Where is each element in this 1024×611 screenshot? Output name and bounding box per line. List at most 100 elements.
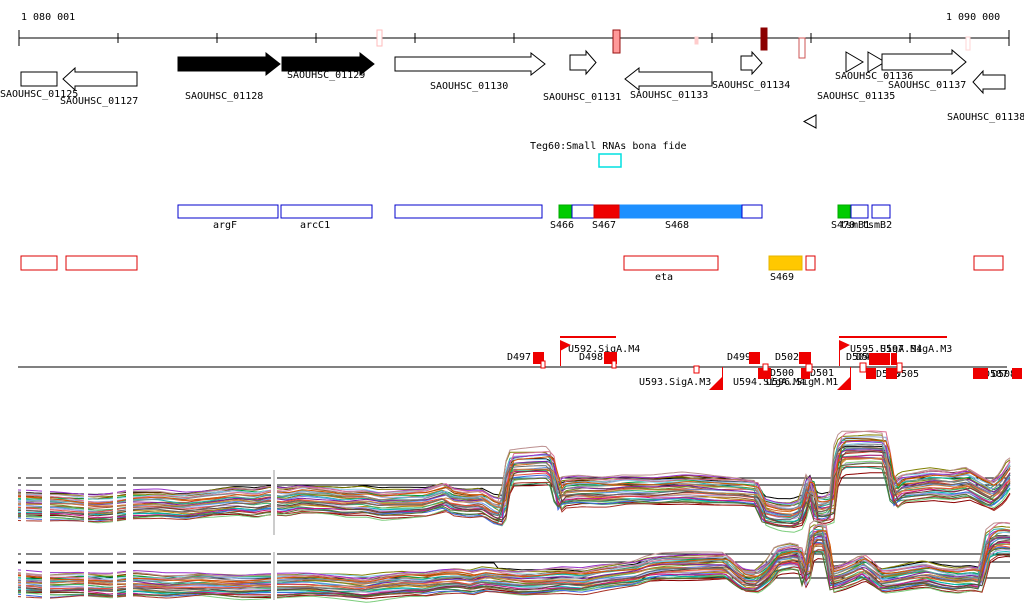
flag-up-icon[interactable] [839, 340, 850, 351]
coverage-trace [18, 457, 1011, 515]
feature-box[interactable] [866, 368, 876, 379]
rna-annotation-label: S467 [592, 220, 616, 231]
gene-arrow[interactable] [569, 49, 597, 76]
feature-box[interactable] [758, 368, 771, 379]
feature-box[interactable] [859, 362, 867, 373]
rna-annotation-label: S468 [665, 220, 689, 231]
feature-label: U594.SigA.M4 [733, 377, 805, 388]
rna-annotation-box[interactable] [280, 204, 373, 219]
gene-arrow[interactable] [740, 50, 763, 76]
feature-box[interactable] [805, 363, 813, 373]
rna-annotation-box[interactable] [394, 204, 543, 219]
gene-arrow[interactable] [867, 51, 886, 73]
red-annotation-label: S469 [770, 272, 794, 283]
feature-label: D505 [895, 369, 919, 380]
feature-box[interactable] [891, 353, 897, 365]
feature-label: D500 [770, 368, 794, 379]
flag-down-icon[interactable] [709, 377, 722, 390]
feature-label: D506 [856, 352, 880, 363]
coverage-trace [17, 441, 1011, 504]
feature-box[interactable] [611, 360, 617, 369]
red-annotation-box[interactable] [768, 255, 803, 271]
gene-label: SAOUHSC_01137 [888, 80, 966, 91]
feature-box[interactable] [533, 352, 544, 364]
feature-box[interactable] [973, 368, 988, 379]
red-annotation-box[interactable] [20, 255, 58, 271]
flag-down-icon[interactable] [837, 377, 850, 390]
coverage-trace [18, 436, 1011, 510]
rna-annotation-box[interactable] [593, 204, 621, 219]
feature-label: D508 [992, 369, 1016, 380]
gene-arrow[interactable] [281, 51, 375, 77]
rna-annotation-box[interactable] [571, 204, 595, 219]
red-annotation-box[interactable] [623, 255, 719, 271]
gene-label: SAOUHSC_01128 [185, 91, 263, 102]
feature-overbar [839, 336, 947, 338]
rna-annotation-box[interactable] [850, 204, 869, 219]
gene-arrow[interactable] [394, 51, 546, 77]
rna-annotation-box[interactable] [619, 204, 743, 219]
gene-label: SAOUHSC_01133 [630, 90, 708, 101]
gene-arrow[interactable] [802, 114, 817, 129]
gene-arrow[interactable] [177, 51, 281, 77]
feature-box[interactable] [749, 352, 760, 364]
gene-arrow[interactable] [845, 51, 864, 73]
feature-box[interactable] [869, 353, 890, 365]
ruler-end-label: 1 090 000 [946, 12, 1001, 23]
feature-box[interactable] [762, 363, 769, 372]
feature-box[interactable] [886, 368, 897, 379]
gene-arrow[interactable] [972, 69, 1006, 95]
trace-gap [113, 550, 117, 605]
coverage-trace [17, 450, 1011, 525]
rna-annotation-box[interactable] [177, 204, 279, 219]
ruler-variant-mark [376, 29, 383, 47]
red-annotation-box[interactable] [65, 255, 138, 271]
red-annotation-box[interactable] [973, 255, 1004, 271]
rna-annotation-label: tsmB2 [862, 220, 892, 231]
feature-label: D497 [507, 352, 531, 363]
feature-label: D504 [846, 352, 870, 363]
gene-label: SAOUHSC_01138 [947, 112, 1024, 123]
feature-box[interactable] [1012, 368, 1022, 379]
coverage-trace [17, 524, 1011, 579]
ruler-variant-mark [760, 27, 768, 51]
rna-annotation-box[interactable] [837, 204, 851, 219]
coverage-trace [17, 447, 1011, 521]
coverage-trace [17, 547, 1011, 598]
feature-box[interactable] [801, 368, 810, 379]
feature-box[interactable] [693, 365, 700, 374]
coverage-trace [17, 534, 1011, 592]
trace-gap [126, 470, 133, 540]
gene-arrow[interactable] [881, 48, 967, 76]
feature-box[interactable] [540, 360, 546, 369]
flag-up-icon[interactable] [560, 340, 571, 351]
gene-arrow[interactable] [20, 71, 58, 87]
feature-label: D507 [984, 369, 1008, 380]
gene-label: SAOUHSC_01131 [543, 92, 621, 103]
trace-gap [21, 550, 26, 605]
teg60-box[interactable] [598, 153, 622, 168]
gene-label: SAOUHSC_01136 [835, 71, 913, 82]
rna-annotation-box[interactable] [558, 204, 573, 219]
gene-label: SAOUHSC_01134 [712, 80, 790, 91]
ruler-variant-mark [965, 36, 971, 51]
coverage-trace [17, 466, 1011, 527]
feature-box[interactable] [896, 362, 903, 373]
feature-label: U596.SigM.M1 [766, 377, 838, 388]
gene-arrow[interactable] [624, 66, 713, 92]
trace-gap [84, 550, 88, 605]
rna-annotation-box[interactable] [741, 204, 763, 219]
ruler-variant-mark [798, 37, 806, 59]
coverage-trace [17, 521, 1011, 582]
red-annotation-box[interactable] [805, 255, 816, 271]
feature-label: D501 [810, 368, 834, 379]
trace-gap [113, 470, 117, 540]
ruler-variant-mark [612, 29, 621, 54]
coverage-trace [17, 550, 1011, 595]
gene-arrow[interactable] [62, 66, 138, 92]
coverage-trace [17, 529, 1011, 580]
feature-label: U597.SigA.M3 [880, 344, 952, 355]
feature-box[interactable] [799, 352, 811, 364]
rna-annotation-box[interactable] [871, 204, 891, 219]
